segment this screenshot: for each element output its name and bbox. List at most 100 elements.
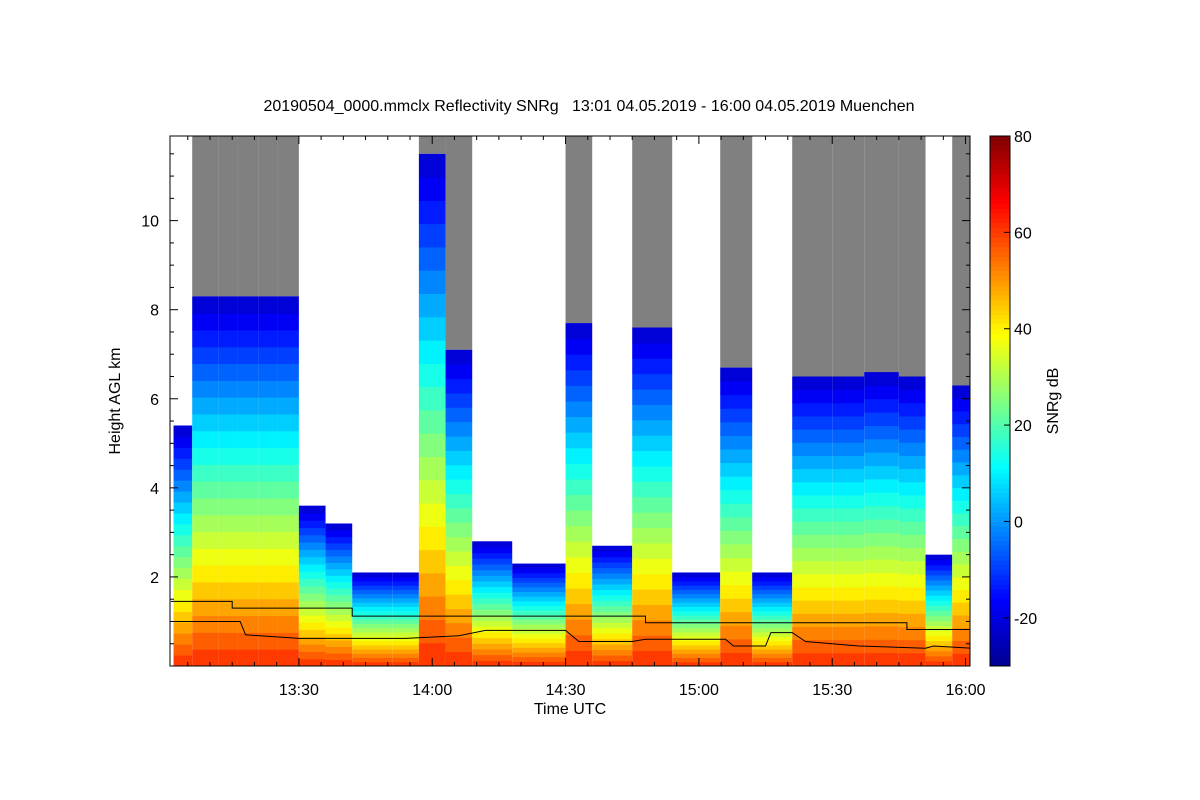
heatmap-cell xyxy=(592,545,633,552)
colorbar-swatch xyxy=(990,232,1010,238)
heatmap-nodata-cell xyxy=(832,136,865,377)
heatmap-cell xyxy=(565,572,593,589)
heatmap-cell xyxy=(418,433,446,457)
heatmap-cell xyxy=(277,464,299,482)
heatmap-cell xyxy=(173,436,193,448)
heatmap-cell xyxy=(237,598,259,617)
heatmap-cell xyxy=(512,661,566,666)
heatmap-nodata-cell xyxy=(218,136,238,297)
heatmap-cell xyxy=(752,648,793,654)
heatmap-cell xyxy=(325,640,353,648)
heatmap-cell xyxy=(392,627,419,633)
heatmap-cell xyxy=(258,380,278,398)
heatmap-cell xyxy=(392,619,419,624)
heatmap-cell xyxy=(752,657,793,663)
heatmap-cell xyxy=(720,652,753,666)
heatmap-cell xyxy=(445,436,473,451)
heatmap-cell xyxy=(512,582,566,588)
heatmap-cell xyxy=(192,632,219,650)
heatmap-cell xyxy=(277,329,299,348)
colorbar-swatch xyxy=(990,579,1010,585)
heatmap-nodata-cell xyxy=(792,136,833,377)
heatmap-cell xyxy=(672,610,721,616)
colorbar-swatch xyxy=(990,372,1010,378)
heatmap-cell xyxy=(445,349,473,365)
heatmap-cell xyxy=(720,408,753,423)
heatmap-column xyxy=(418,136,446,666)
heatmap-cell xyxy=(445,479,473,495)
heatmap-cell xyxy=(898,560,926,575)
heatmap-cell xyxy=(445,551,473,566)
heatmap-column xyxy=(720,136,753,666)
heatmap-cell xyxy=(298,636,326,645)
heatmap-cell xyxy=(720,503,753,518)
heatmap-cell xyxy=(632,404,673,421)
heatmap-cell xyxy=(952,436,970,450)
heatmap-nodata-cell xyxy=(952,136,970,386)
colorbar-swatch xyxy=(990,410,1010,416)
heatmap-cell xyxy=(752,636,793,641)
heatmap-cell xyxy=(672,636,721,641)
heatmap-cell xyxy=(418,479,446,504)
heatmap-cell xyxy=(720,625,753,640)
colorbar-swatch xyxy=(990,203,1010,209)
heatmap-cell xyxy=(352,640,393,646)
heatmap-cell xyxy=(672,653,721,658)
heatmap-cell xyxy=(752,644,793,650)
colorbar-swatch xyxy=(990,174,1010,180)
heatmap-cell xyxy=(752,653,793,658)
colorbar-swatch xyxy=(990,338,1010,344)
heatmap-cell xyxy=(565,619,593,636)
heatmap-cell xyxy=(592,589,633,596)
heatmap-cell xyxy=(864,612,899,627)
heatmap-cell xyxy=(832,442,865,456)
heatmap-cell xyxy=(298,644,326,652)
heatmap-cell xyxy=(352,661,393,666)
heatmap-cell xyxy=(352,631,393,637)
heatmap-cell xyxy=(392,572,419,578)
heatmap-cell xyxy=(352,602,393,607)
heatmap-cell xyxy=(898,521,926,535)
heatmap-cell xyxy=(512,638,566,644)
heatmap-cell xyxy=(237,565,259,583)
heatmap-cell xyxy=(237,380,259,398)
heatmap-cell xyxy=(565,556,593,573)
y-tick-label: 4 xyxy=(150,481,159,498)
heatmap-cell xyxy=(218,296,238,314)
colorbar-tick-label: 80 xyxy=(1014,129,1032,146)
colorbar-swatch xyxy=(990,396,1010,402)
heatmap-cell xyxy=(898,402,926,417)
heatmap-cell xyxy=(352,648,393,654)
heatmap-cell xyxy=(898,626,926,641)
y-tick-label: 8 xyxy=(150,303,159,320)
heatmap-cell xyxy=(277,649,299,666)
colorbar-swatch xyxy=(990,564,1010,571)
heatmap-cell xyxy=(392,653,419,658)
heatmap-cell xyxy=(672,640,721,646)
heatmap-cell xyxy=(672,623,721,629)
heatmap-column xyxy=(325,523,353,666)
heatmap-cell xyxy=(192,649,219,666)
heatmap-cell xyxy=(218,363,238,381)
heatmap-cell xyxy=(672,580,721,586)
heatmap-cell xyxy=(672,657,721,663)
heatmap-cell xyxy=(298,527,326,536)
colorbar-swatch xyxy=(990,198,1010,204)
colorbar-swatch xyxy=(990,415,1010,421)
heatmap-cell xyxy=(832,508,865,522)
heatmap-cell xyxy=(864,438,899,453)
heatmap-cell xyxy=(952,589,970,603)
colorbar-swatch xyxy=(990,502,1010,508)
heatmap-cell xyxy=(173,545,193,558)
heatmap-cell xyxy=(565,525,593,542)
heatmap-cell xyxy=(418,293,446,318)
heatmap-cell xyxy=(192,430,219,449)
heatmap-cell xyxy=(418,340,446,364)
heatmap-cell xyxy=(792,468,833,483)
heatmap-cell xyxy=(752,610,793,616)
heatmap-cell xyxy=(592,649,633,656)
heatmap-cell xyxy=(277,413,299,432)
heatmap-cell xyxy=(592,660,633,666)
heatmap-cell xyxy=(632,558,673,575)
heatmap-cell xyxy=(792,508,833,522)
